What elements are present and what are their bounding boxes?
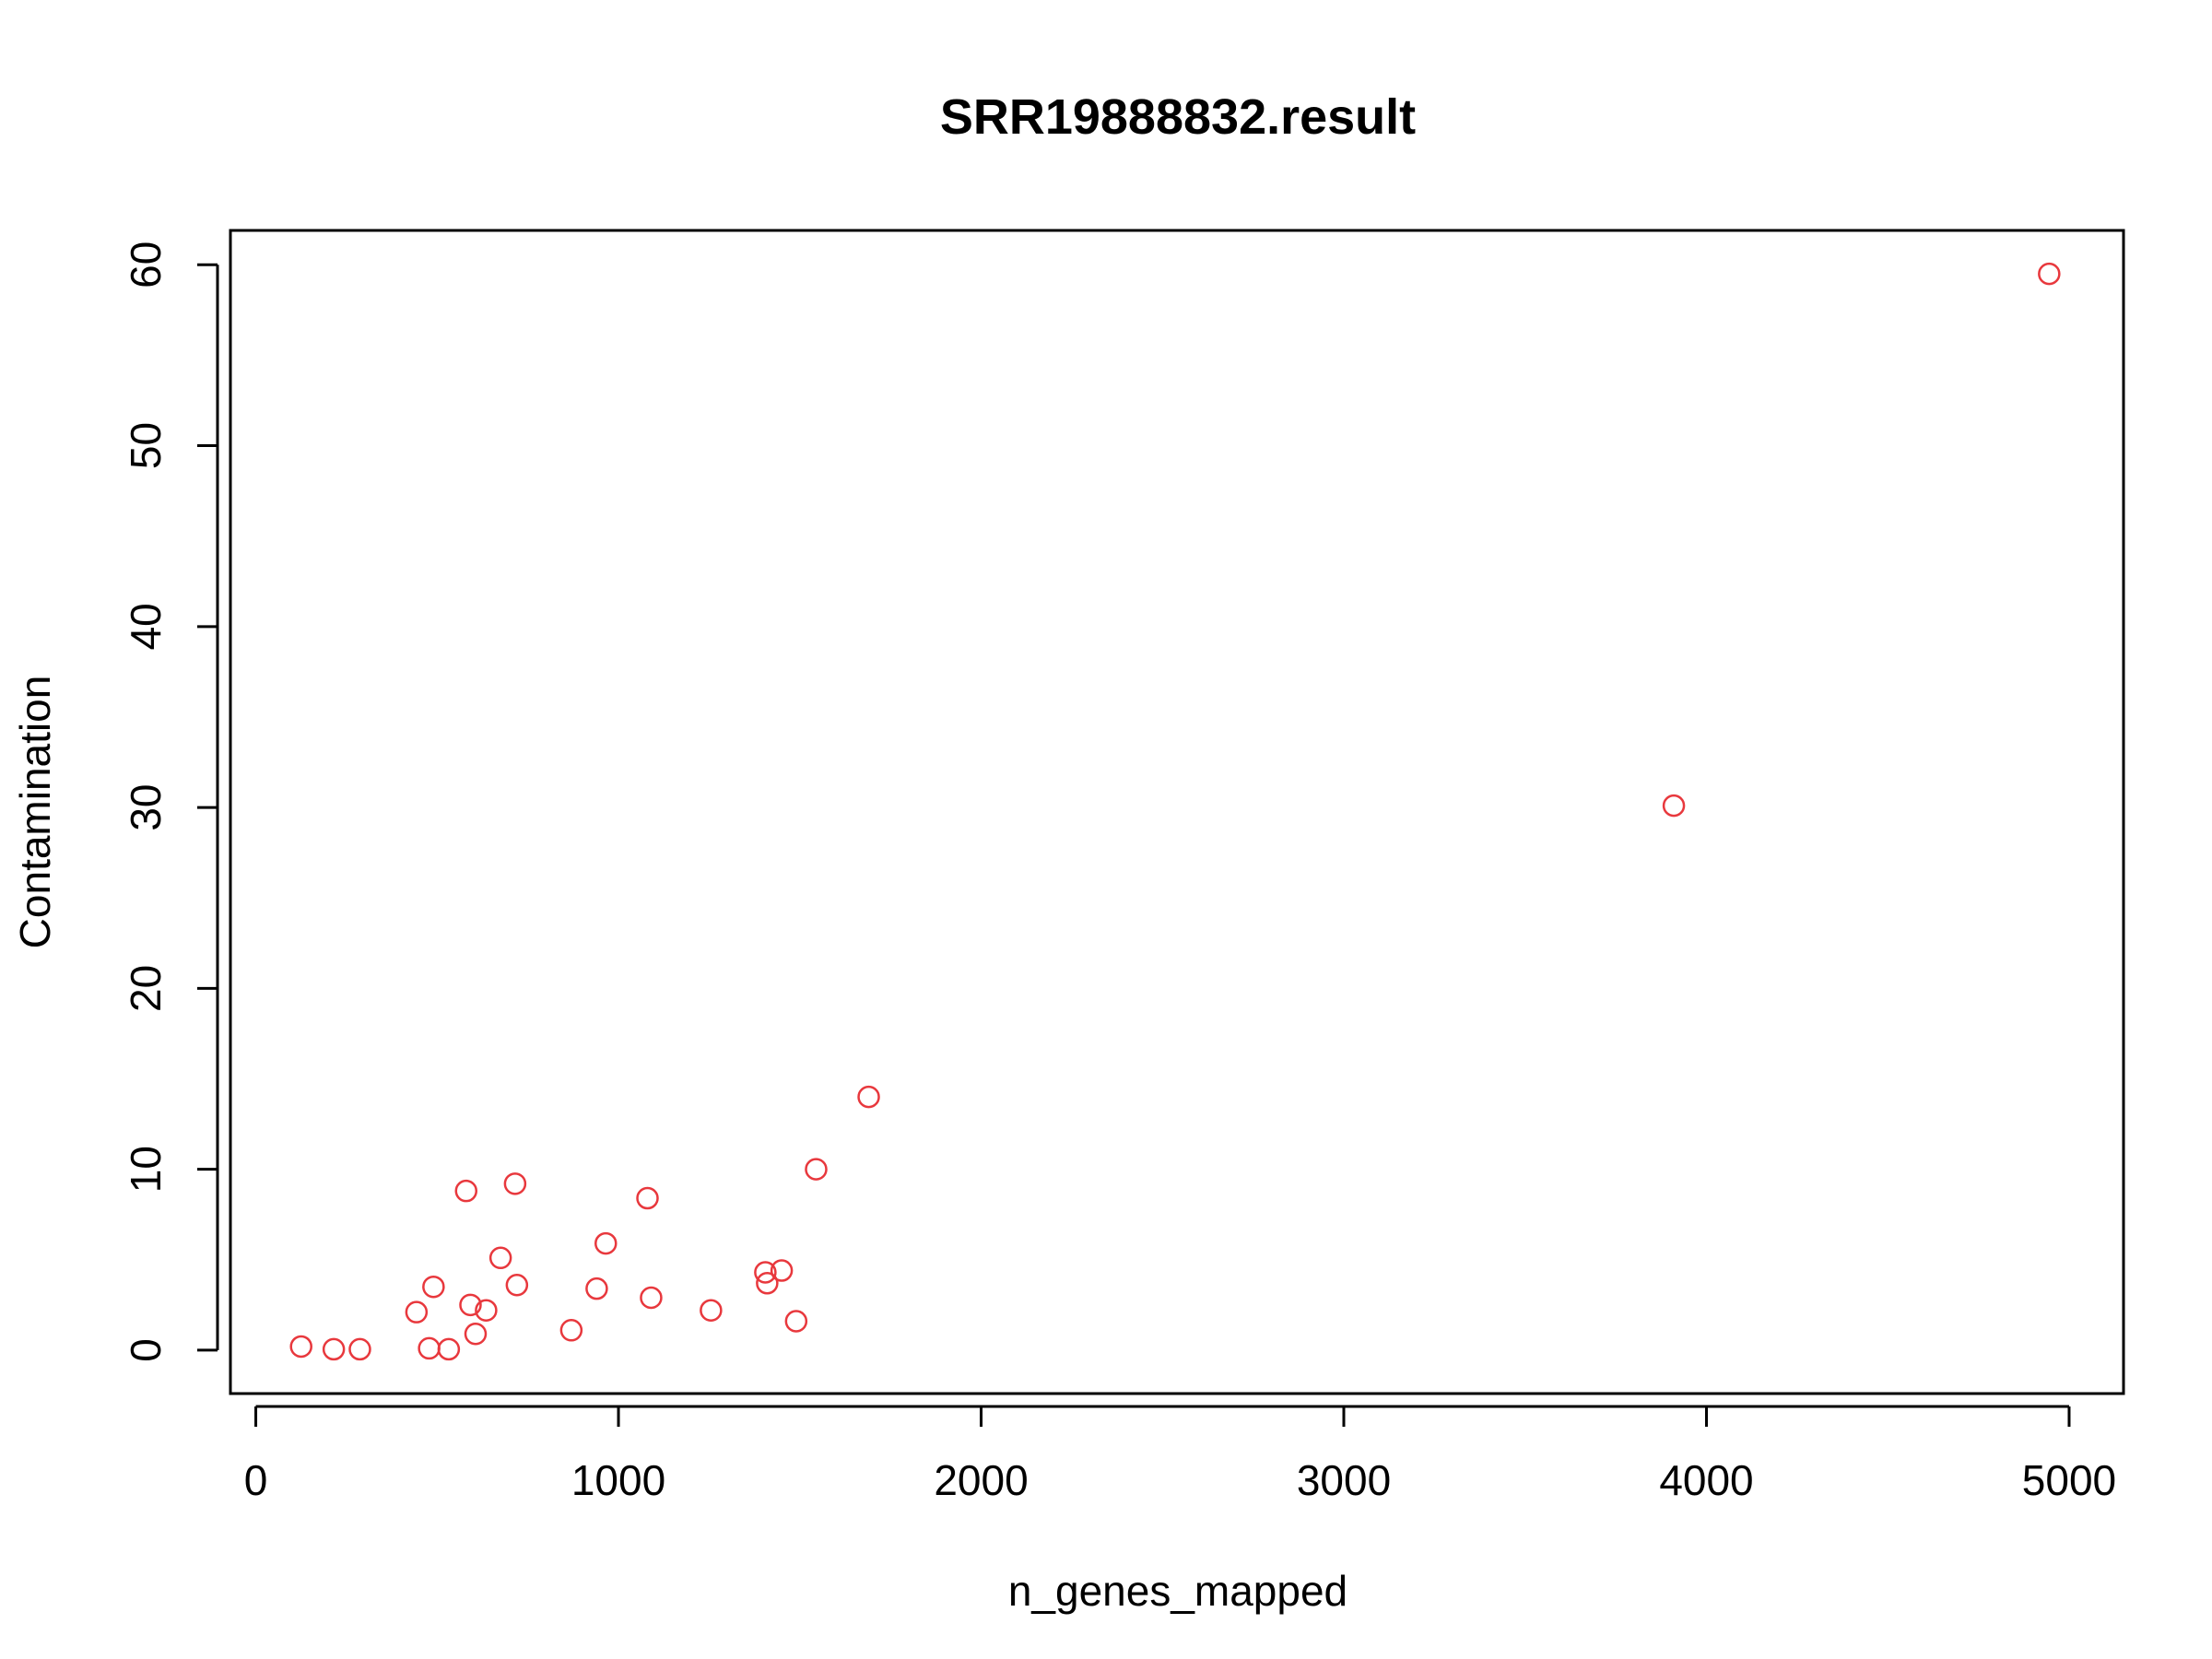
x-tick-label: 4000 <box>1659 1456 1753 1504</box>
x-tick-label: 2000 <box>934 1456 1028 1504</box>
data-point <box>754 1261 777 1284</box>
data-point <box>640 1286 663 1310</box>
y-tick-label: 60 <box>122 241 170 288</box>
data-point <box>437 1337 461 1361</box>
data-point <box>348 1337 371 1361</box>
data-point <box>784 1310 808 1333</box>
data-point <box>700 1299 723 1322</box>
y-axis-label: Contamination <box>11 676 59 949</box>
chart-title: SRR19888832.result <box>940 89 1416 145</box>
data-point <box>559 1319 583 1342</box>
x-tick-label: 1000 <box>571 1456 665 1504</box>
y-tick-label: 30 <box>122 784 170 831</box>
y-axis: 0 10 20 30 40 50 60 <box>122 241 219 1362</box>
y-tick-label: 0 <box>122 1338 170 1362</box>
data-point <box>594 1231 618 1255</box>
data-point <box>422 1275 445 1299</box>
data-point <box>2038 262 2061 286</box>
data-point <box>418 1336 441 1360</box>
data-point <box>488 1246 512 1270</box>
data-point <box>756 1272 779 1295</box>
x-tick-label: 3000 <box>1297 1456 1391 1504</box>
data-point <box>585 1277 608 1300</box>
data-point <box>770 1259 794 1282</box>
data-point <box>503 1172 527 1195</box>
plot-frame <box>229 229 2125 1395</box>
data-point <box>405 1300 429 1324</box>
data-point <box>1662 794 1686 818</box>
data-point <box>857 1085 880 1109</box>
x-axis: 0 1000 2000 3000 4000 5000 <box>244 1405 2116 1504</box>
x-tick-label: 0 <box>244 1456 268 1504</box>
y-tick-label: 20 <box>122 965 170 1012</box>
data-point <box>454 1179 478 1203</box>
y-tick-label: 40 <box>122 603 170 650</box>
data-point <box>636 1186 659 1210</box>
data-point <box>464 1322 488 1346</box>
data-points <box>289 262 2061 1361</box>
data-point <box>459 1293 482 1317</box>
data-point <box>322 1337 346 1361</box>
data-point <box>805 1158 828 1181</box>
data-point <box>475 1299 498 1322</box>
data-point <box>289 1335 312 1359</box>
x-axis-label: n_genes_mapped <box>1008 1567 1347 1615</box>
y-tick-label: 10 <box>122 1146 170 1193</box>
y-tick-label: 50 <box>122 422 170 469</box>
data-point <box>505 1273 529 1297</box>
x-tick-label: 5000 <box>2022 1456 2116 1504</box>
